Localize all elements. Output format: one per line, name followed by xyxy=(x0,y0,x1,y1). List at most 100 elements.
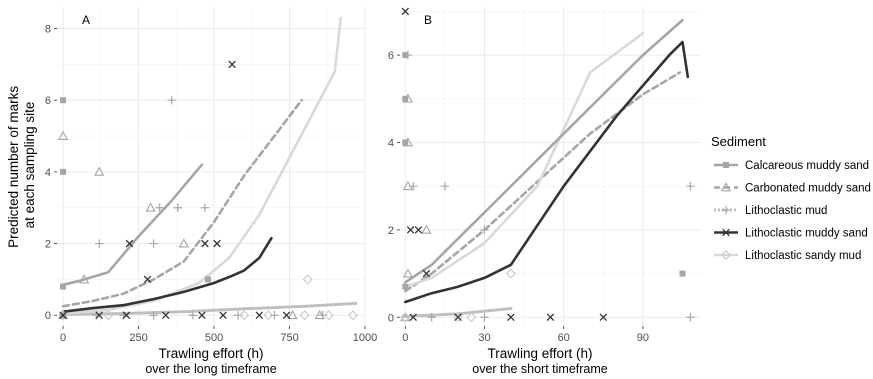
panel-b-point-carbonated-muddy-sand xyxy=(402,268,414,278)
panel-a-point-lithoclastic-mud xyxy=(167,95,176,105)
panel-b-point-lithoclastic-mud xyxy=(480,225,489,235)
panel-b-y-tick-label: 0 xyxy=(388,312,394,324)
panel-b-point-carbonated-muddy-sand xyxy=(402,180,414,191)
panel-a-point-carbonated-muddy-sand xyxy=(79,274,90,284)
panel-b-line-carbonated-muddy-sand xyxy=(404,71,682,293)
panel-b-x-axis-title-line-1: Trawling effort (h) xyxy=(487,346,592,361)
panel-b-point-calcareous-muddy-sand xyxy=(402,95,409,102)
panel-b-point-carbonated-muddy-sand xyxy=(421,224,432,234)
panel-b-background xyxy=(400,7,701,326)
panel-b-x-tick-label: 0 xyxy=(402,332,408,344)
legend-label-lithoclastic-mud: Lithoclastic mud xyxy=(745,205,827,217)
panel-a-y-tick-label: 6 xyxy=(45,95,51,107)
panel-a-point-carbonated-muddy-sand xyxy=(94,166,105,176)
panel-a-point-lithoclastic-sandy-mud xyxy=(263,310,274,321)
panel-a-tag: A xyxy=(82,13,90,27)
panel-a-point-carbonated-muddy-sand xyxy=(178,238,189,248)
panel-a-x-tick-label: 500 xyxy=(205,332,223,344)
panel-b-point-calcareous-muddy-sand xyxy=(402,52,409,59)
panel-a-point-lithoclastic-muddy-sand xyxy=(282,311,291,320)
panel-a-x-axis-title: Trawling effort (h) over the long timefra… xyxy=(145,346,276,376)
panel-a-x-axis-title-line-2: over the long timeframe xyxy=(145,362,276,376)
panel-a-line-carbonated-muddy-sand xyxy=(61,98,303,308)
legend-marker-lithoclastic-muddy-sand xyxy=(722,228,730,237)
panel-b-y-tick-label: 2 xyxy=(388,225,394,237)
panel-b-x-axis-title: Trawling effort (h) over the short timefr… xyxy=(472,346,608,376)
panel-b-point-lithoclastic-sandy-mud xyxy=(505,268,516,279)
panel-a-y-tick-label: 0 xyxy=(45,310,51,322)
panel-b-point-lithoclastic-mud xyxy=(686,313,695,322)
legend-label-calcareous-muddy-sand: Calcareous muddy sand xyxy=(745,160,869,172)
panel-a-line-calcareous-muddy-sand xyxy=(61,163,204,287)
legend-marker-carbonated-muddy-sand xyxy=(720,182,732,192)
legend-marker-lithoclastic-sandy-mud xyxy=(721,250,731,260)
panel-a-point-lithoclastic-sandy-mud xyxy=(299,310,310,321)
panel-a-x-tick-label: 0 xyxy=(60,332,66,344)
panel-a-point-lithoclastic-muddy-sand xyxy=(161,311,170,320)
panel-a-point-carbonated-muddy-sand xyxy=(145,202,156,212)
panel-b-point-lithoclastic-mud xyxy=(427,313,436,322)
panel-a-x-axis-title-line-1: Trawling effort (h) xyxy=(158,346,263,361)
panel-b-line-calcareous-muddy-sand xyxy=(404,18,684,284)
panel-a-point-calcareous-muddy-sand xyxy=(60,283,67,290)
panel-b-y-tick-label: 6 xyxy=(388,50,394,62)
panel-a-line-lithoclastic-muddy-sand xyxy=(61,236,273,313)
panel-a-point-lithoclastic-sandy-mud xyxy=(347,310,358,321)
panel-b-point-lithoclastic-muddy-sand xyxy=(599,313,608,322)
panel-b-point-calcareous-muddy-sand xyxy=(402,139,409,146)
panel-a-point-lithoclastic-sandy-mud xyxy=(302,274,313,285)
panel-b-point-lithoclastic-muddy-sand xyxy=(401,7,410,16)
y-axis-title: Predicted number of marks at each sampli… xyxy=(6,82,37,248)
panel-a-point-lithoclastic-mud xyxy=(318,311,327,320)
panel-a-point-carbonated-muddy-sand xyxy=(57,130,69,140)
panel-b-point-lithoclastic-mud xyxy=(480,313,489,322)
panel-b-point-lithoclastic-sandy-mud xyxy=(453,312,464,323)
panel-b-point-lithoclastic-muddy-sand xyxy=(422,269,431,278)
panel-a-point-lithoclastic-muddy-sand xyxy=(213,239,221,248)
panel-a-point-lithoclastic-muddy-sand xyxy=(228,60,236,69)
panel-b-x-tick-label: 60 xyxy=(558,332,570,344)
panel-a-line-lithoclastic-mud xyxy=(61,301,358,316)
panel-a-point-lithoclastic-muddy-sand xyxy=(95,311,104,320)
panel-a-point-lithoclastic-sandy-mud xyxy=(323,310,334,321)
panel-a-point-lithoclastic-mud xyxy=(149,239,158,248)
panel-b: 0 30 60 90 0 2 4 6 B Trawling effort (h) over the … xyxy=(388,7,701,376)
panel-b-point-calcareous-muddy-sand xyxy=(679,270,686,277)
panel-b-tag: B xyxy=(424,13,432,27)
panel-a-point-lithoclastic-muddy-sand xyxy=(59,311,67,320)
legend-label-carbonated-muddy-sand: Carbonated muddy sand xyxy=(745,183,871,195)
panel-b-point-lithoclastic-muddy-sand xyxy=(414,226,423,234)
panel-b-point-lithoclastic-muddy-sand xyxy=(454,313,462,322)
panel-a-y-tick-label: 4 xyxy=(45,167,51,179)
panel-a-x-tick-label: 1000 xyxy=(353,332,377,344)
panel-a-point-carbonated-muddy-sand xyxy=(314,309,325,320)
panel-a-point-lithoclastic-muddy-sand xyxy=(125,239,134,248)
panel-a-point-lithoclastic-muddy-sand xyxy=(255,311,264,320)
panel-b-point-carbonated-muddy-sand xyxy=(400,311,411,322)
panel-b-point-lithoclastic-muddy-sand xyxy=(507,313,515,322)
panel-a-point-lithoclastic-mud xyxy=(200,203,210,212)
panel-b-point-lithoclastic-mud xyxy=(686,181,695,191)
panel-b-point-lithoclastic-muddy-sand xyxy=(406,226,415,234)
panel-b-x-tick-label: 30 xyxy=(478,332,490,344)
panel-a-point-lithoclastic-mud xyxy=(173,203,182,212)
legend: Sediment Calcareous muddy sand Carbonated… xyxy=(711,134,871,265)
y-axis-title-line-1: Predicted number of marks xyxy=(6,86,21,248)
panel-a: 0 250 500 750 1000 0 2 4 6 8 A Trawling effort (h) o… xyxy=(45,7,377,376)
panel-b-point-lithoclastic-muddy-sand xyxy=(409,313,417,322)
panel-b-line-lithoclastic-muddy-sand xyxy=(404,40,690,304)
panel-b-y-tick-label: 4 xyxy=(388,137,394,149)
panel-a-x-tick-label: 250 xyxy=(129,332,147,344)
legend-label-lithoclastic-sandy-mud: Lithoclastic sandy mud xyxy=(745,250,861,262)
panel-a-y-tick-label: 2 xyxy=(45,239,51,251)
panel-a-point-lithoclastic-muddy-sand xyxy=(201,239,209,248)
panel-a-point-lithoclastic-sandy-mud xyxy=(103,310,114,321)
legend-marker-calcareous-muddy-sand xyxy=(723,162,729,168)
panel-a-background xyxy=(57,7,365,326)
legend-title: Sediment xyxy=(711,134,766,149)
panel-a-point-lithoclastic-sandy-mud xyxy=(239,310,250,321)
panel-a-point-lithoclastic-mud xyxy=(155,203,164,212)
panel-b-point-lithoclastic-muddy-sand xyxy=(546,313,555,322)
panel-a-y-tick-label: 8 xyxy=(45,24,51,36)
